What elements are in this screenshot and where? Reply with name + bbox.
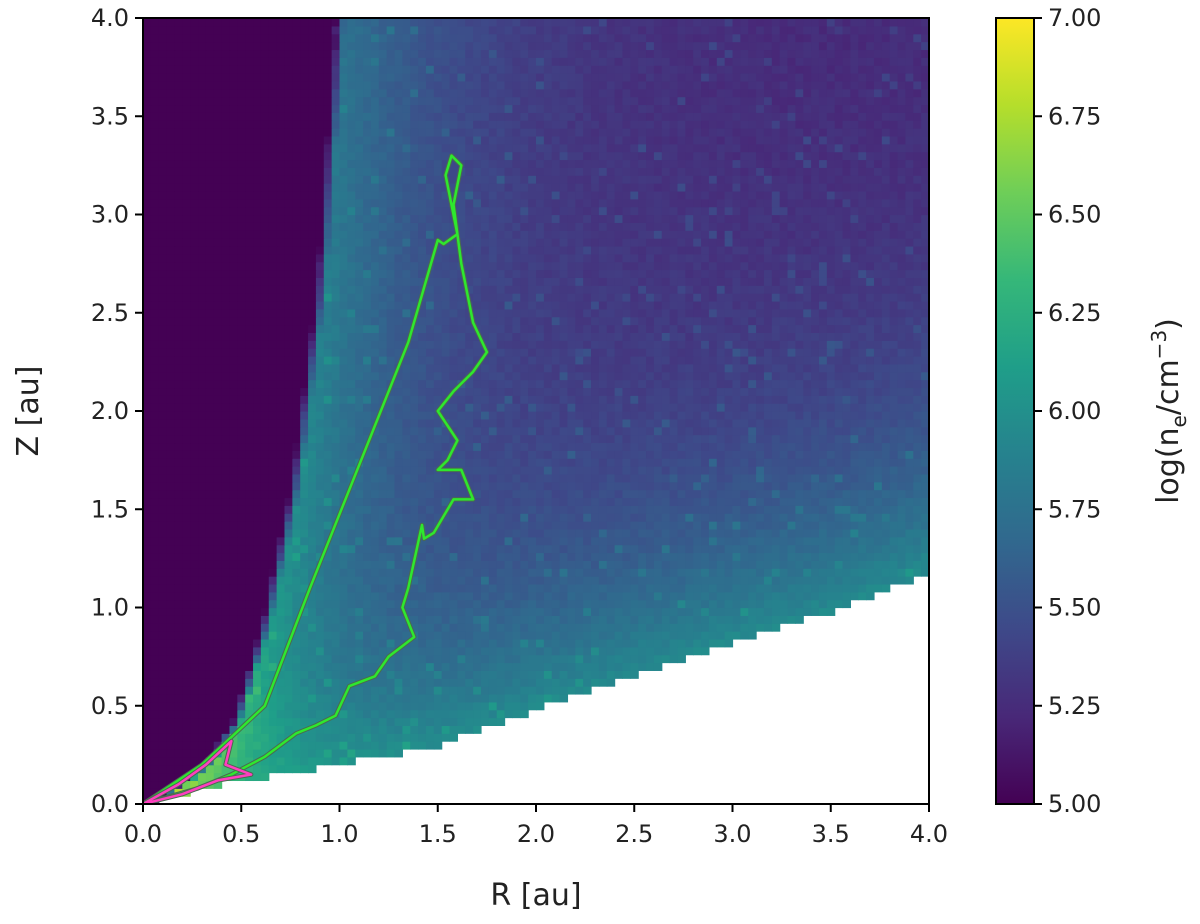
y-axis: 0.0 0.5 1.0 1.5 2.0 2.5 3.0 3.5 4.0 [91, 4, 143, 818]
y-tick-label: 2.0 [91, 397, 129, 425]
colorbar [996, 18, 1034, 804]
colorbar-tick-label: 7.00 [1048, 4, 1101, 32]
colorbar-tick-label: 5.25 [1048, 692, 1101, 720]
colorbar-label: log(ne/cm−3) [1147, 318, 1191, 504]
colorbar-tick-label: 5.75 [1048, 495, 1101, 523]
x-tick-label: 4.0 [910, 820, 948, 848]
colorbar-axis: 5.00 5.25 5.50 5.75 6.00 6.25 6.50 6.75 7.00 [1034, 4, 1101, 818]
x-tick-label: 0.0 [124, 820, 162, 848]
colorbar-tick-label: 6.50 [1048, 201, 1101, 229]
colorbar-tick-label: 5.00 [1048, 790, 1101, 818]
x-tick-label: 2.5 [615, 820, 653, 848]
x-axis-label: R [au] [490, 878, 581, 913]
colorbar-tick-label: 5.50 [1048, 594, 1101, 622]
x-tick-label: 2.0 [517, 820, 555, 848]
x-tick-label: 3.0 [713, 820, 751, 848]
colorbar-tick-label: 6.00 [1048, 397, 1101, 425]
colorbar-tick-label: 6.25 [1048, 299, 1101, 327]
y-tick-label: 3.5 [91, 102, 129, 130]
x-axis: 0.0 0.5 1.0 1.5 2.0 2.5 3.0 3.5 4.0 [124, 804, 948, 848]
heatmap-layer [143, 18, 930, 805]
y-tick-label: 3.0 [91, 201, 129, 229]
colorbar-tick-label: 6.75 [1048, 102, 1101, 130]
y-tick-label: 1.5 [91, 495, 129, 523]
y-axis-label: Z [au] [11, 366, 46, 457]
y-tick-label: 1.0 [91, 594, 129, 622]
y-tick-label: 0.5 [91, 692, 129, 720]
x-tick-label: 3.5 [812, 820, 850, 848]
y-tick-label: 0.0 [91, 790, 129, 818]
x-tick-label: 1.0 [320, 820, 358, 848]
y-tick-label: 2.5 [91, 299, 129, 327]
y-tick-label: 4.0 [91, 4, 129, 32]
x-tick-label: 1.5 [419, 820, 457, 848]
x-tick-label: 0.5 [222, 820, 260, 848]
